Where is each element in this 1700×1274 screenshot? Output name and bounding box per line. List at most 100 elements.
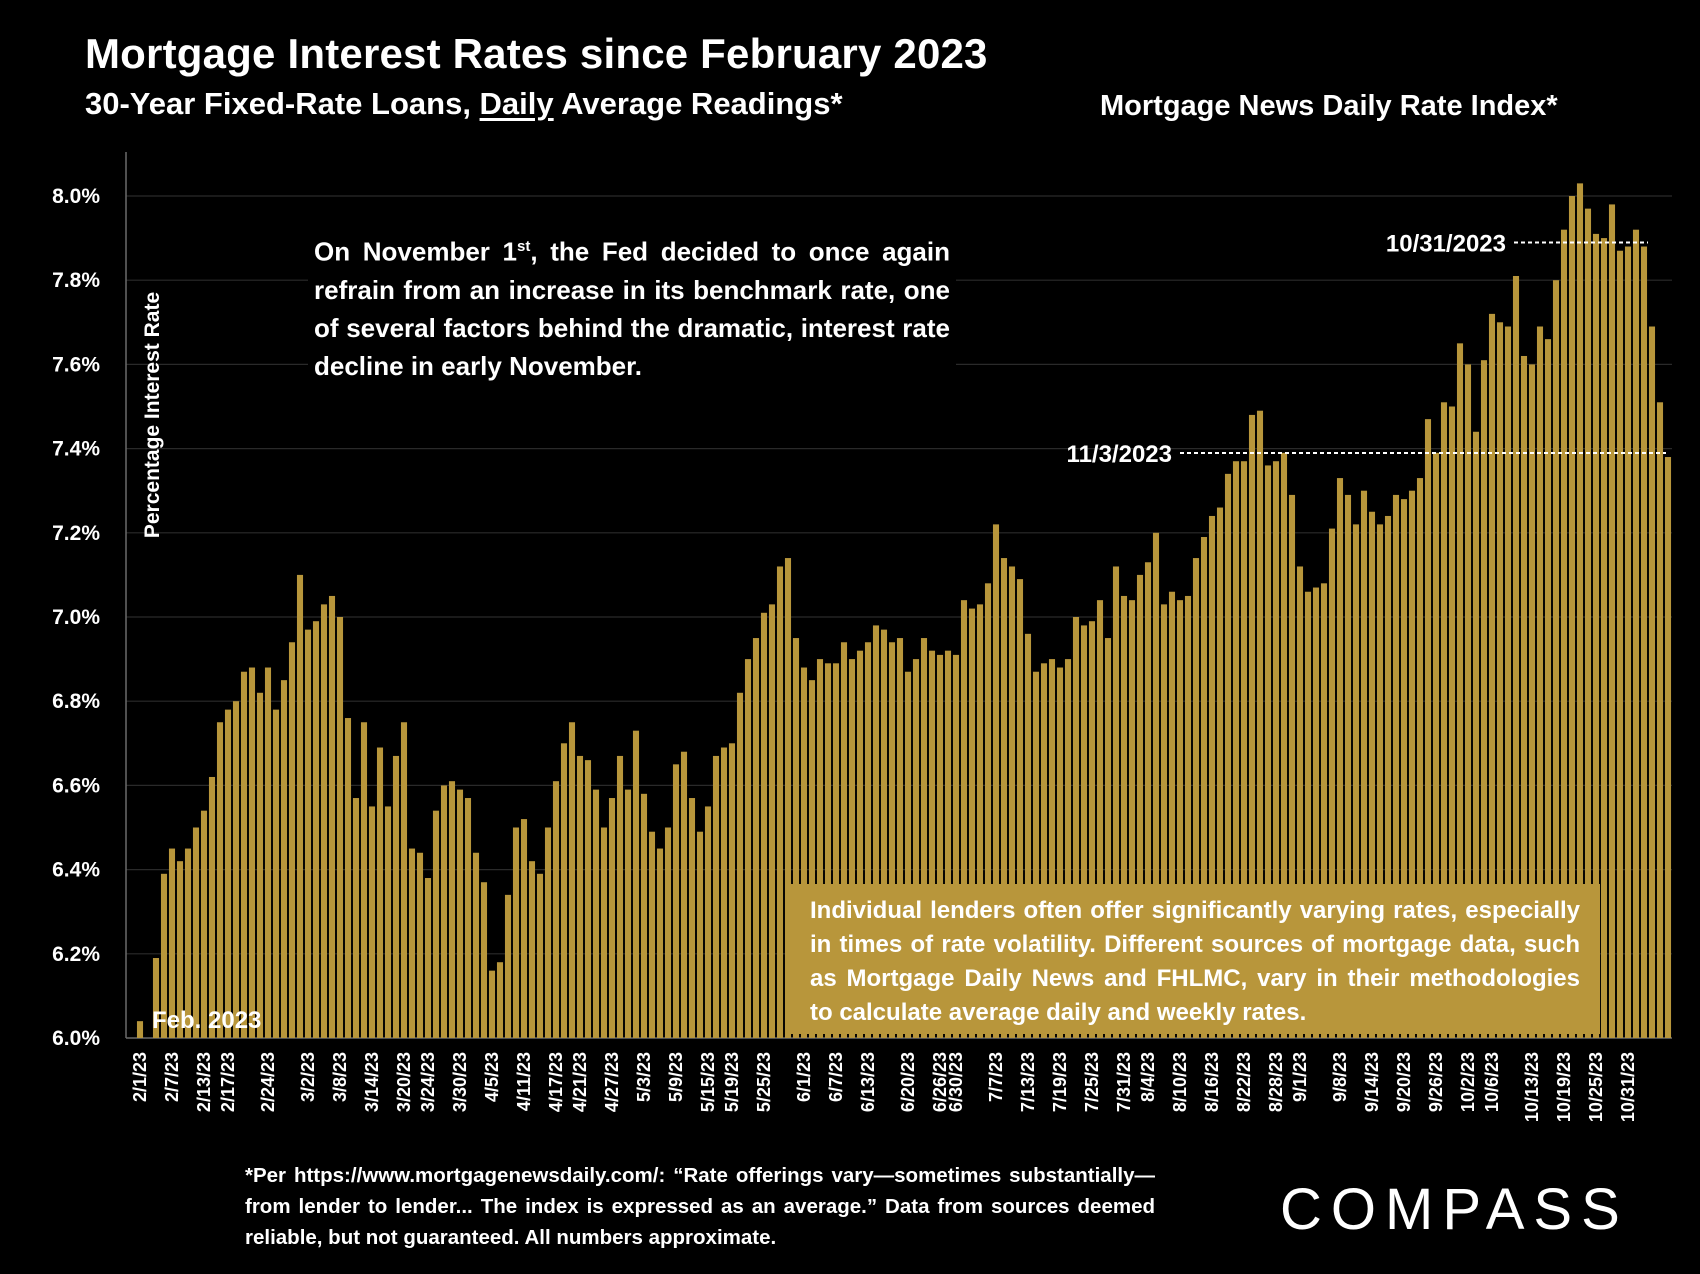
bar xyxy=(488,970,496,1038)
subtitle-daily: Daily xyxy=(479,86,554,121)
bar xyxy=(440,785,448,1038)
bar xyxy=(1560,229,1568,1038)
x-tick-label: 9/20/23 xyxy=(1394,1052,1414,1112)
bar xyxy=(1392,494,1400,1038)
bar xyxy=(1064,659,1072,1038)
bar xyxy=(416,852,424,1038)
bar xyxy=(744,659,752,1038)
bar xyxy=(320,604,328,1038)
bar xyxy=(1224,473,1232,1038)
bar xyxy=(168,848,176,1038)
bar xyxy=(1552,280,1560,1038)
bar xyxy=(1416,478,1424,1038)
bar xyxy=(1232,461,1240,1039)
bar xyxy=(304,629,312,1038)
x-tick-label: 6/1/23 xyxy=(794,1052,814,1102)
bar xyxy=(904,671,912,1038)
disclaimer-box: Individual lenders often offer significa… xyxy=(790,884,1600,1034)
bar xyxy=(1576,183,1584,1038)
bar xyxy=(1472,431,1480,1038)
bar xyxy=(1408,490,1416,1038)
bar xyxy=(520,819,528,1038)
bar xyxy=(920,638,928,1038)
bar xyxy=(968,608,976,1038)
bar xyxy=(1544,339,1552,1038)
y-tick-label: 7.8% xyxy=(52,269,100,292)
bar xyxy=(384,806,392,1038)
bar xyxy=(1160,604,1168,1038)
bar xyxy=(504,894,512,1038)
bar xyxy=(648,831,656,1038)
bar xyxy=(1368,511,1376,1038)
bar xyxy=(808,680,816,1038)
bar xyxy=(568,722,576,1038)
compass-logo: COMPASS xyxy=(1280,1177,1629,1242)
bar xyxy=(712,755,720,1038)
bar xyxy=(680,751,688,1038)
bar xyxy=(864,642,872,1038)
x-tick-label: 9/26/23 xyxy=(1426,1052,1446,1112)
subtitle-pre: 30-Year Fixed-Rate Loans, xyxy=(85,86,480,121)
bar xyxy=(1456,343,1464,1039)
note-sup: st xyxy=(517,238,531,255)
bar xyxy=(1480,360,1488,1038)
bar xyxy=(1304,591,1312,1038)
bar xyxy=(632,730,640,1038)
bar xyxy=(760,612,768,1038)
bar xyxy=(1000,558,1008,1038)
bar xyxy=(880,629,888,1038)
bar xyxy=(1288,494,1296,1038)
bar xyxy=(1608,204,1616,1039)
x-tick-label: 8/16/23 xyxy=(1202,1052,1222,1112)
bar xyxy=(1264,465,1272,1038)
bar xyxy=(432,810,440,1038)
bar xyxy=(152,958,160,1038)
bar xyxy=(1448,406,1456,1038)
bar xyxy=(1280,452,1288,1038)
bar xyxy=(1112,566,1120,1038)
y-axis-label: Percentage Interest Rate xyxy=(141,291,164,539)
x-tick-label: 7/19/23 xyxy=(1050,1052,1070,1112)
bar xyxy=(1216,507,1224,1038)
x-tick-label: 8/10/23 xyxy=(1170,1052,1190,1112)
bar xyxy=(1632,229,1640,1038)
x-tick-label: 4/17/23 xyxy=(546,1052,566,1112)
x-tick-label: 4/5/23 xyxy=(482,1052,502,1102)
bar xyxy=(176,861,184,1038)
bar xyxy=(448,781,456,1038)
bar xyxy=(608,798,616,1038)
bar xyxy=(1496,322,1504,1038)
bar xyxy=(536,873,544,1038)
bar xyxy=(848,659,856,1038)
x-tick-label: 4/11/23 xyxy=(514,1052,534,1111)
bar xyxy=(616,755,624,1038)
x-tick-label: 5/25/23 xyxy=(754,1052,774,1112)
bar xyxy=(728,743,736,1038)
bar xyxy=(392,755,400,1038)
bar xyxy=(1024,633,1032,1038)
bar xyxy=(1080,625,1088,1038)
y-tick-label: 6.4% xyxy=(52,859,100,882)
bar xyxy=(664,827,672,1038)
bar xyxy=(256,692,264,1038)
x-tick-label: 3/8/23 xyxy=(330,1052,350,1102)
bar xyxy=(944,650,952,1038)
bar xyxy=(1624,246,1632,1038)
bar xyxy=(768,604,776,1038)
bar xyxy=(208,776,216,1038)
footnote: *Per https://www.mortgagenewsdaily.com/:… xyxy=(245,1164,1155,1249)
x-tick-label: 6/30/23 xyxy=(946,1052,966,1112)
x-tick-label: 10/25/23 xyxy=(1586,1052,1606,1122)
bar xyxy=(784,558,792,1038)
x-tick-label: 2/1/23 xyxy=(130,1052,150,1102)
bar xyxy=(528,861,536,1038)
bar xyxy=(1208,515,1216,1038)
bar xyxy=(1584,208,1592,1038)
bar xyxy=(1440,402,1448,1038)
bar xyxy=(1072,617,1080,1038)
bar xyxy=(400,722,408,1038)
x-tick-label: 3/30/23 xyxy=(450,1052,470,1112)
bar xyxy=(1528,364,1536,1038)
bar xyxy=(672,764,680,1038)
bar xyxy=(1360,490,1368,1038)
